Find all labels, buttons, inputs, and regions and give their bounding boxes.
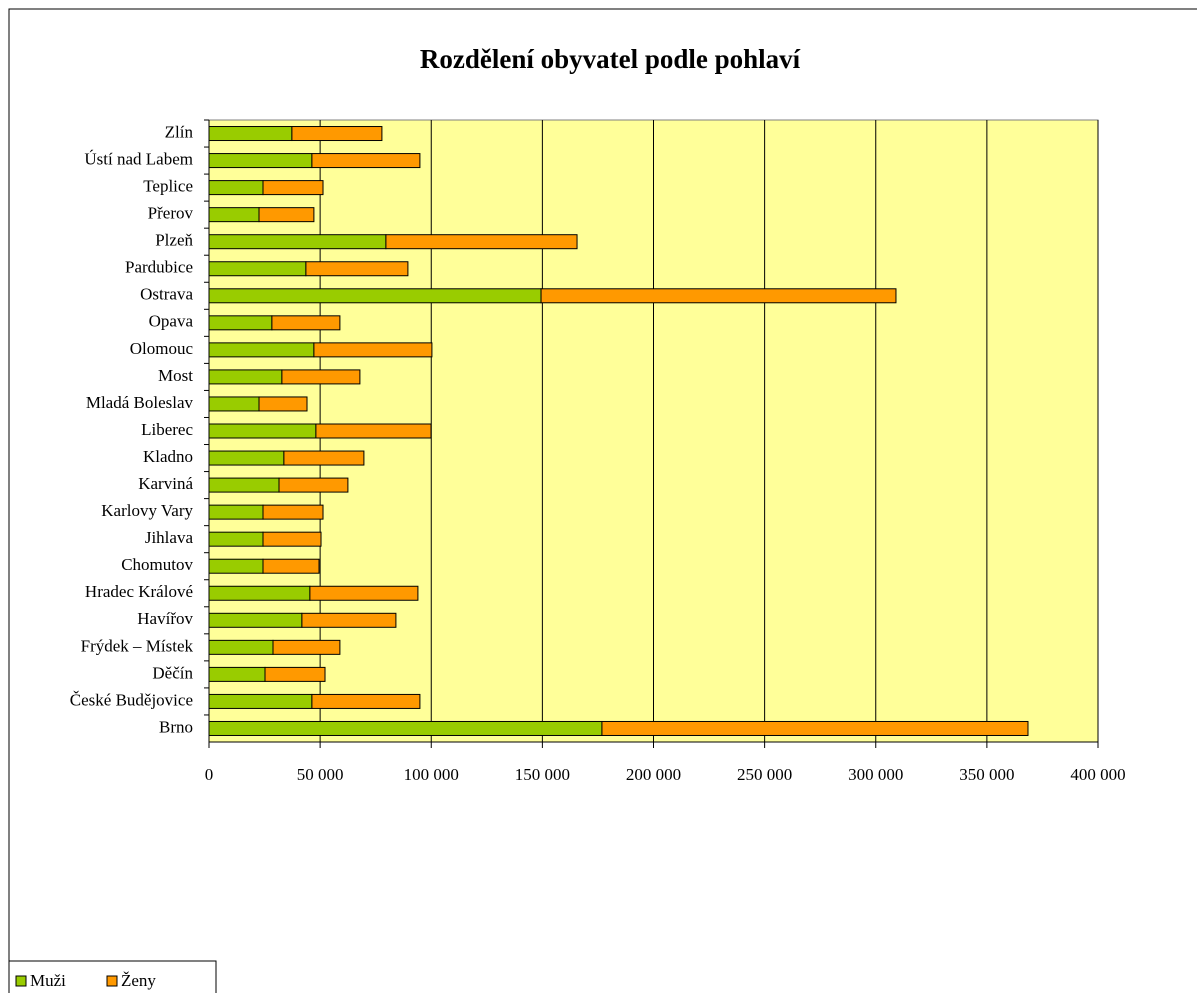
y-tick-label: Hradec Králové <box>85 582 193 601</box>
bar <box>208 531 264 547</box>
bar <box>264 666 326 682</box>
bar <box>262 504 324 520</box>
y-tick-label: Frýdek – Místek <box>81 636 194 655</box>
y-tick-label: Kladno <box>143 447 193 466</box>
bar <box>208 612 303 628</box>
bar <box>208 423 317 439</box>
legend-label: Ženy <box>121 971 156 990</box>
y-tick-label: Ústí nad Labem <box>84 149 193 168</box>
bar <box>309 585 419 601</box>
y-tick-label: Přerov <box>148 204 194 223</box>
bar <box>208 558 264 574</box>
y-tick-label: Brno <box>159 717 193 736</box>
bar <box>208 180 264 196</box>
y-tick-label: Most <box>158 366 193 385</box>
y-tick-label: Jihlava <box>145 528 194 547</box>
bar <box>315 423 432 439</box>
bar <box>208 396 260 412</box>
y-tick-label: Teplice <box>143 177 193 196</box>
bar <box>271 315 341 331</box>
bar <box>208 126 293 142</box>
bar <box>208 261 307 277</box>
bar <box>291 126 383 142</box>
bar <box>208 504 264 520</box>
y-tick-label: Opava <box>149 312 194 331</box>
y-tick-label: Ostrava <box>140 285 193 304</box>
y-tick-label: Zlín <box>165 122 194 141</box>
bar <box>385 234 578 250</box>
bar <box>311 153 421 169</box>
x-tick-label: 0 <box>205 765 214 784</box>
y-tick-label: Olomouc <box>130 339 194 358</box>
x-tick-label: 100 000 <box>404 765 459 784</box>
y-tick-label: Karviná <box>138 474 193 493</box>
x-tick-label: 50 000 <box>297 765 344 784</box>
bar <box>278 477 349 493</box>
bar <box>262 180 324 196</box>
y-tick-label: Havířov <box>137 609 193 628</box>
bar <box>208 342 315 358</box>
bar <box>301 612 397 628</box>
bar <box>281 369 361 385</box>
bar <box>208 153 313 169</box>
bar <box>208 477 280 493</box>
bar <box>208 693 313 709</box>
bar <box>208 666 266 682</box>
bar <box>262 531 322 547</box>
bar <box>208 315 273 331</box>
y-tick-label: Děčín <box>152 663 193 682</box>
y-tick-label: Mladá Boleslav <box>86 393 194 412</box>
y-tick-label: Karlovy Vary <box>101 501 193 520</box>
chart-title: Rozdělení obyvatel podle pohlaví <box>420 44 801 74</box>
bar <box>283 450 365 466</box>
bar <box>258 396 308 412</box>
bar <box>208 720 603 736</box>
legend-swatch <box>15 975 27 987</box>
bar <box>311 693 421 709</box>
bar <box>208 639 274 655</box>
legend-label: Muži <box>30 971 66 990</box>
bar <box>208 585 311 601</box>
bar <box>272 639 341 655</box>
bar <box>208 288 542 304</box>
bar <box>208 207 260 223</box>
bar <box>305 261 409 277</box>
y-tick-label: Plzeň <box>155 231 193 250</box>
bar <box>208 369 283 385</box>
bar <box>601 720 1029 736</box>
bar <box>208 450 285 466</box>
y-tick-label: Liberec <box>141 420 193 439</box>
y-tick-label: České Budějovice <box>70 690 193 709</box>
legend-swatch <box>106 975 118 987</box>
y-tick-label: Pardubice <box>125 258 193 277</box>
x-tick-label: 150 000 <box>515 765 570 784</box>
x-tick-label: 400 000 <box>1070 765 1125 784</box>
bar <box>540 288 897 304</box>
x-tick-label: 250 000 <box>737 765 792 784</box>
x-tick-label: 350 000 <box>959 765 1014 784</box>
bar <box>258 207 315 223</box>
bar <box>313 342 433 358</box>
y-tick-label: Chomutov <box>121 555 193 574</box>
x-tick-label: 300 000 <box>848 765 903 784</box>
bar <box>262 558 320 574</box>
x-tick-label: 200 000 <box>626 765 681 784</box>
bar <box>208 234 387 250</box>
